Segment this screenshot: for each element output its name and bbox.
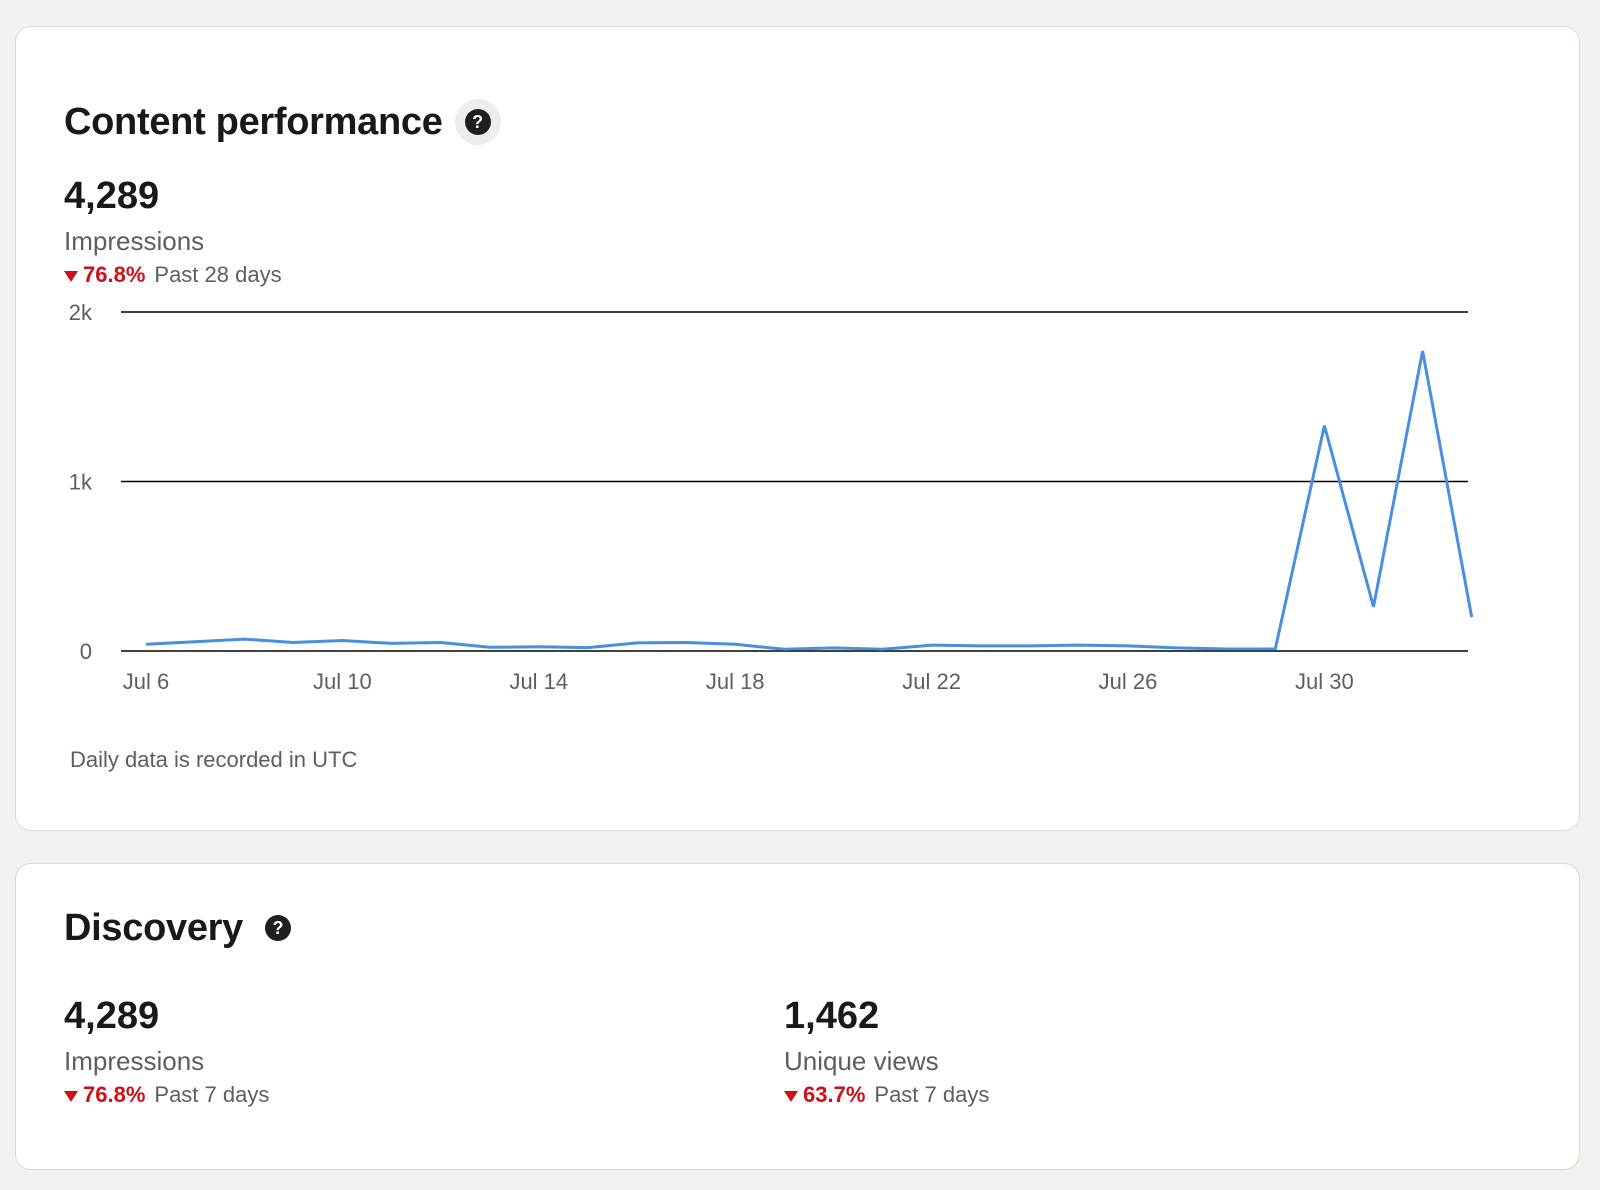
question-circle-icon: ? <box>464 109 491 135</box>
x-tick-label: Jul 26 <box>1099 669 1158 694</box>
y-tick-label: 2k <box>69 300 93 325</box>
discovery-help-button[interactable]: ? <box>255 905 301 951</box>
impressions-line-chart: 0 1k 2k Jul 6 Jul 10 Jul 14 Jul 18 Jul 22 Jul 26… <box>69 300 1474 694</box>
discovery-card: Discovery ? 4,289 Impressions 76.8% Past… <box>15 863 1580 1170</box>
content-performance-help-button[interactable]: ? <box>454 99 501 145</box>
down-triangle-icon <box>64 270 78 282</box>
discovery-header: Discovery ? <box>64 905 301 951</box>
down-triangle-icon <box>784 1090 798 1102</box>
discovery-impressions-period: Past 7 days <box>154 1082 270 1107</box>
impressions-series-line <box>145 350 1474 651</box>
discovery-impressions-metric: 4,289 Impressions 76.8% Past 7 days <box>64 997 269 1106</box>
discovery-impressions-change: 76.8% Past 7 days <box>64 1084 269 1106</box>
impressions-label: Impressions <box>64 226 205 256</box>
y-tick-label: 1k <box>69 470 93 495</box>
x-tick-label: Jul 6 <box>123 669 169 694</box>
down-triangle-icon <box>64 1090 78 1102</box>
impressions-period: Past 28 days <box>154 262 282 287</box>
impressions-change: 76.8% Past 28 days <box>64 264 282 286</box>
content-performance-header: Content performance ? <box>64 99 501 145</box>
impressions-change-percent: 76.8% <box>83 262 146 287</box>
utc-footnote: Daily data is recorded in UTC <box>70 747 358 772</box>
unique-views-change-percent: 63.7% <box>803 1082 866 1107</box>
discovery-title: Discovery <box>64 906 243 949</box>
x-tick-label: Jul 22 <box>902 669 961 694</box>
impressions-metric: 4,289 Impressions 76.8% Past 28 days <box>64 177 282 286</box>
x-tick-label: Jul 10 <box>313 669 372 694</box>
x-tick-label: Jul 30 <box>1295 669 1354 694</box>
impressions-value: 4,289 <box>64 175 160 217</box>
y-tick-label: 0 <box>80 639 92 664</box>
unique-views-label: Unique views <box>784 1046 939 1076</box>
question-circle-icon: ? <box>264 915 291 941</box>
unique-views-metric: 1,462 Unique views 63.7% Past 7 days <box>784 997 989 1106</box>
unique-views-change: 63.7% Past 7 days <box>784 1084 989 1106</box>
unique-views-period: Past 7 days <box>874 1082 990 1107</box>
discovery-impressions-value: 4,289 <box>64 995 160 1037</box>
content-performance-card: Content performance ? 4,289 Impressions … <box>15 26 1580 831</box>
discovery-impressions-label: Impressions <box>64 1046 205 1076</box>
x-tick-label: Jul 14 <box>509 669 568 694</box>
unique-views-value: 1,462 <box>784 995 880 1037</box>
discovery-impressions-change-percent: 76.8% <box>83 1082 146 1107</box>
x-tick-label: Jul 18 <box>706 669 765 694</box>
content-performance-title: Content performance <box>64 100 443 143</box>
